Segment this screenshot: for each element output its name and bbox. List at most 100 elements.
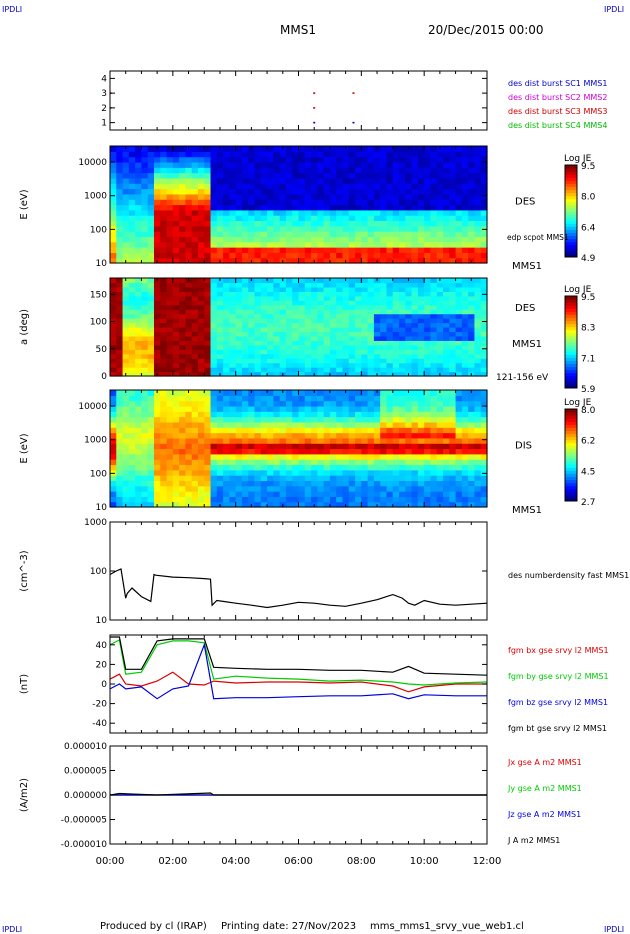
heatmap-cell	[468, 340, 476, 346]
heatmap-cell	[122, 313, 130, 319]
heatmap-cell	[166, 331, 174, 337]
heatmap-cell	[110, 491, 117, 497]
heatmap-cell	[449, 291, 457, 297]
heatmap-cell	[292, 416, 300, 423]
heatmap-cell	[267, 405, 274, 412]
heatmap-cell	[241, 416, 249, 423]
heatmap-cell	[298, 193, 306, 200]
colorbar-segment	[565, 451, 577, 456]
heatmap-cell	[480, 313, 488, 319]
heatmap-cell	[128, 421, 136, 428]
colorbar-segment	[565, 241, 577, 246]
heatmap-cell	[405, 188, 413, 195]
heatmap-cell	[443, 304, 450, 310]
heatmap-cell	[141, 313, 149, 319]
heatmap-cell	[323, 209, 331, 216]
heatmap-cell	[223, 443, 230, 450]
heatmap-cell	[179, 309, 186, 315]
heatmap-cell	[329, 291, 337, 297]
heatmap-cell	[436, 204, 444, 211]
heatmap-cell	[166, 318, 174, 324]
heatmap-cell	[241, 247, 249, 253]
heatmap-cell	[147, 156, 155, 163]
heatmap-cell	[424, 322, 432, 328]
heatmap-cell	[210, 453, 218, 460]
heatmap-cell	[405, 443, 413, 450]
heatmap-cell	[285, 400, 293, 407]
heatmap-cell	[235, 309, 243, 315]
heatmap-cell	[185, 167, 193, 174]
heatmap-cell	[417, 322, 425, 328]
heatmap-cell	[411, 282, 419, 288]
heatmap-cell	[210, 161, 218, 168]
heatmap-cell	[361, 340, 369, 346]
heatmap-cell	[386, 485, 394, 492]
heatmap-cell	[468, 496, 476, 503]
heatmap-cell	[367, 300, 375, 306]
panel-frame	[109, 634, 488, 734]
heatmap-cell	[110, 318, 117, 324]
heatmap-cell	[373, 209, 381, 216]
heatmap-cell	[461, 309, 469, 315]
heatmap-cell	[304, 220, 312, 227]
heatmap-cell	[185, 437, 193, 444]
heatmap-cell	[141, 469, 149, 476]
heatmap-cell	[417, 193, 425, 200]
heatmap-cell	[461, 395, 469, 402]
heatmap-cell	[204, 367, 212, 373]
heatmap-cell	[292, 400, 300, 407]
heatmap-cell	[279, 318, 287, 324]
burst-marker	[313, 107, 316, 109]
heatmap-cell	[367, 491, 375, 497]
heatmap-cell	[468, 231, 476, 238]
heatmap-cell	[267, 475, 274, 482]
heatmap-cell	[443, 318, 450, 324]
panel-instrument-label: DIS	[515, 441, 532, 452]
heatmap-cell	[449, 496, 457, 503]
heatmap-cell	[342, 220, 350, 227]
heatmap-cell	[267, 358, 274, 364]
heatmap-cell	[260, 193, 268, 200]
heatmap-cell	[449, 448, 457, 455]
heatmap-cell	[336, 453, 344, 460]
heatmap-cell	[380, 286, 388, 292]
heatmap-cell	[185, 443, 193, 450]
heatmap-cell	[311, 220, 318, 227]
heatmap-cell	[179, 231, 186, 238]
heatmap-cell	[122, 167, 130, 174]
heatmap-cell	[424, 318, 432, 324]
heatmap-cell	[267, 421, 274, 428]
heatmap-cell	[474, 327, 482, 333]
heatmap-cell	[166, 349, 174, 355]
heatmap-cell	[273, 172, 281, 179]
heatmap-cell	[185, 295, 193, 301]
heatmap-cell	[197, 437, 205, 444]
heatmap-cell	[361, 427, 369, 434]
heatmap-cell	[304, 291, 312, 297]
heatmap-cell	[449, 443, 457, 450]
heatmap-cell	[361, 349, 369, 355]
heatmap-cell	[179, 252, 186, 259]
heatmap-cell	[122, 241, 130, 248]
heatmap-cell	[185, 432, 193, 439]
heatmap-cell	[135, 367, 143, 373]
heatmap-cell	[248, 241, 256, 248]
heatmap-cell	[179, 371, 186, 377]
heatmap-cell	[254, 278, 262, 284]
heatmap-cell	[229, 161, 237, 168]
colorbar-segment	[565, 342, 577, 346]
heatmap-cell	[480, 437, 488, 444]
heatmap-cell	[110, 390, 117, 396]
heatmap-cell	[191, 199, 199, 206]
heatmap-cell	[241, 501, 249, 508]
heatmap-cell	[135, 416, 143, 423]
heatmap-cell	[197, 362, 205, 368]
heatmap-cell	[210, 318, 218, 324]
heatmap-cell	[160, 151, 168, 158]
heatmap-cell	[480, 257, 488, 264]
heatmap-cell	[480, 318, 488, 324]
heatmap-cell	[417, 215, 425, 222]
heatmap-cell	[267, 340, 274, 346]
heatmap-cell	[147, 247, 155, 253]
heatmap-cell	[160, 485, 168, 492]
